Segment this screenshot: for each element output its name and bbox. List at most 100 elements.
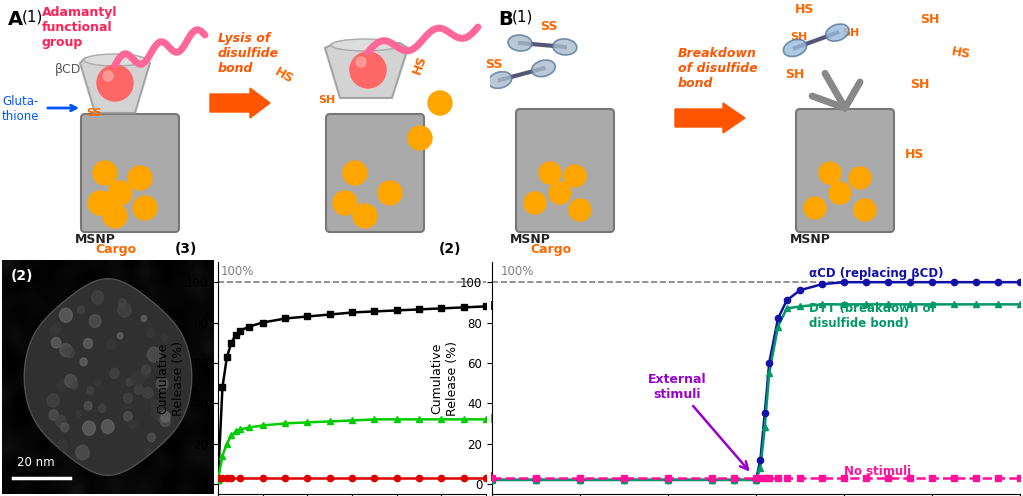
FancyBboxPatch shape xyxy=(516,109,614,232)
Circle shape xyxy=(118,303,131,317)
Circle shape xyxy=(76,445,89,460)
Circle shape xyxy=(141,315,146,321)
Text: HS: HS xyxy=(950,45,971,61)
Text: βCD: βCD xyxy=(55,63,82,76)
Circle shape xyxy=(118,333,123,339)
Circle shape xyxy=(141,369,150,378)
Circle shape xyxy=(109,368,119,378)
Circle shape xyxy=(539,162,561,184)
Circle shape xyxy=(147,433,155,441)
Polygon shape xyxy=(325,43,408,98)
Circle shape xyxy=(143,387,152,398)
Ellipse shape xyxy=(488,71,512,88)
Circle shape xyxy=(146,447,151,453)
Circle shape xyxy=(64,374,77,387)
Circle shape xyxy=(160,381,168,390)
Circle shape xyxy=(147,329,154,337)
Circle shape xyxy=(47,394,59,407)
Text: B: B xyxy=(498,10,513,29)
Circle shape xyxy=(141,365,150,374)
Text: A: A xyxy=(8,10,24,29)
Circle shape xyxy=(144,449,149,454)
Circle shape xyxy=(150,400,160,409)
Circle shape xyxy=(161,416,170,427)
Circle shape xyxy=(57,379,68,391)
Text: 100%: 100% xyxy=(501,265,534,278)
Circle shape xyxy=(428,91,452,115)
Circle shape xyxy=(55,415,66,427)
Text: (1): (1) xyxy=(512,10,533,25)
Text: SH: SH xyxy=(842,28,859,38)
Ellipse shape xyxy=(552,39,577,55)
Circle shape xyxy=(78,306,85,313)
Circle shape xyxy=(103,71,113,81)
Text: DTT (breakdown of
disulfide bond): DTT (breakdown of disulfide bond) xyxy=(809,303,936,330)
Circle shape xyxy=(59,343,72,357)
Circle shape xyxy=(124,412,132,421)
Circle shape xyxy=(80,358,87,366)
Text: SH: SH xyxy=(910,78,929,91)
Text: (2): (2) xyxy=(10,269,33,283)
Circle shape xyxy=(151,409,161,419)
Circle shape xyxy=(128,166,152,190)
Circle shape xyxy=(569,199,591,221)
Circle shape xyxy=(119,299,127,308)
Circle shape xyxy=(57,440,68,450)
FancyBboxPatch shape xyxy=(81,114,179,232)
Text: (2): (2) xyxy=(439,242,461,256)
Circle shape xyxy=(126,378,133,386)
Text: αCD (replacing βCD): αCD (replacing βCD) xyxy=(809,267,943,280)
Circle shape xyxy=(333,191,357,215)
Circle shape xyxy=(103,204,127,228)
Circle shape xyxy=(132,372,144,386)
Circle shape xyxy=(71,381,78,389)
Circle shape xyxy=(95,380,100,386)
Polygon shape xyxy=(80,58,150,113)
Text: High glutathione: High glutathione xyxy=(490,300,602,313)
Circle shape xyxy=(89,314,101,327)
Ellipse shape xyxy=(331,39,399,51)
Circle shape xyxy=(147,347,161,362)
Text: SH: SH xyxy=(920,13,939,26)
Text: 20 nm: 20 nm xyxy=(16,456,54,469)
Circle shape xyxy=(829,182,851,204)
Circle shape xyxy=(64,347,75,358)
Text: Low glutathione: Low glutathione xyxy=(490,413,597,426)
Ellipse shape xyxy=(784,40,806,57)
Text: Cargo: Cargo xyxy=(95,243,136,256)
FancyArrow shape xyxy=(675,103,745,133)
Y-axis label: Cumulative
Release (%): Cumulative Release (%) xyxy=(157,340,184,416)
Text: Gluta-
thione: Gluta- thione xyxy=(2,95,40,123)
Ellipse shape xyxy=(508,35,532,51)
Circle shape xyxy=(84,338,93,348)
Circle shape xyxy=(549,182,571,204)
FancyBboxPatch shape xyxy=(796,109,894,232)
Circle shape xyxy=(854,199,876,221)
Circle shape xyxy=(129,420,136,428)
Circle shape xyxy=(161,411,170,422)
Text: MSNP: MSNP xyxy=(75,233,116,246)
Text: No stimuli: No stimuli xyxy=(844,465,911,478)
Circle shape xyxy=(134,385,143,394)
Circle shape xyxy=(849,167,871,189)
Text: SS: SS xyxy=(86,108,101,118)
Circle shape xyxy=(564,165,586,187)
Circle shape xyxy=(162,335,167,341)
Circle shape xyxy=(157,377,168,390)
Circle shape xyxy=(157,410,169,422)
Ellipse shape xyxy=(532,60,555,77)
Ellipse shape xyxy=(84,54,146,66)
Circle shape xyxy=(51,337,61,348)
Circle shape xyxy=(49,410,58,420)
Text: MSNP: MSNP xyxy=(510,233,550,246)
Circle shape xyxy=(76,410,82,417)
Ellipse shape xyxy=(826,24,849,41)
Text: HS: HS xyxy=(795,3,814,16)
Circle shape xyxy=(59,308,73,322)
Circle shape xyxy=(124,393,133,403)
Text: HS: HS xyxy=(410,54,429,76)
Y-axis label: Cumulative
Release (%): Cumulative Release (%) xyxy=(431,340,458,416)
Text: SS: SS xyxy=(485,58,502,71)
Text: Cargo: Cargo xyxy=(530,243,571,256)
Circle shape xyxy=(804,197,826,219)
